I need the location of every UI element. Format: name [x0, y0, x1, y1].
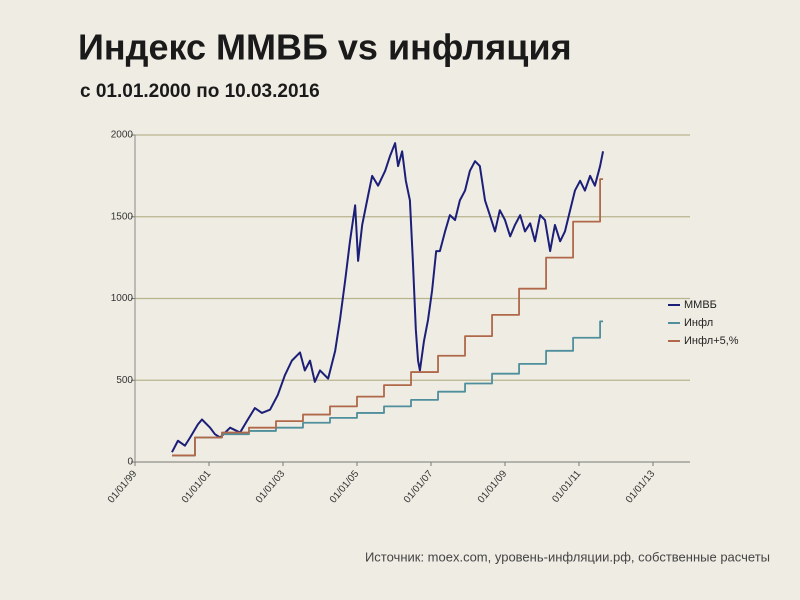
series-line	[172, 178, 604, 457]
source-note: Источник: moex.com, уровень-инфляции.рф,…	[365, 549, 770, 564]
legend-label: Инфл+5,%	[684, 335, 739, 347]
legend-label: ММВБ	[684, 299, 717, 311]
y-tick-label: 2000	[111, 130, 134, 141]
series-line	[171, 142, 605, 453]
legend-label: Инфл	[684, 317, 713, 329]
y-tick-label: 0	[127, 457, 133, 468]
y-tick-label: 500	[116, 375, 133, 386]
chart-title: Индекс ММВБ vs инфляция	[78, 27, 572, 68]
y-tick-label: 1000	[111, 293, 134, 304]
y-tick-label: 1500	[111, 211, 134, 222]
chart-subtitle: с 01.01.2000 по 10.03.2016	[80, 81, 320, 102]
